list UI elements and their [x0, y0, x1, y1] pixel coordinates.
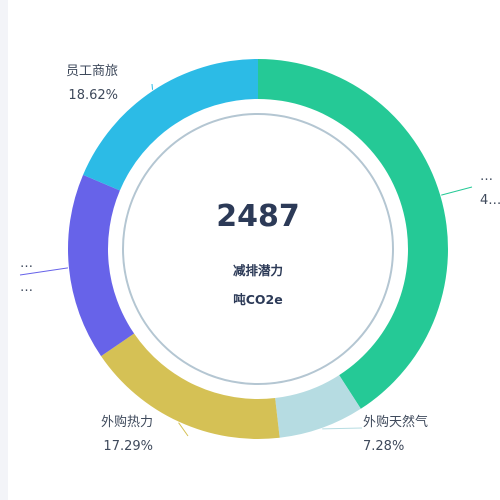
donut-slice-1[interactable]	[258, 59, 449, 409]
center-total-value: 2487	[216, 199, 300, 234]
slice-labels: … 4… 外购天然气 7.28% 外购热力 17.29% … … 员工商旅 18.62%	[19, 64, 500, 454]
slice-name-label-3: 外购热力	[101, 414, 153, 430]
slice-percent-label-3: 17.29%	[103, 439, 153, 454]
center-label: 减排潜力	[233, 263, 283, 278]
leader-line-3	[178, 422, 189, 437]
donut-slice-2[interactable]	[275, 375, 361, 438]
slice-percent-label-4: …	[20, 280, 33, 295]
slice-name-label-5: 员工商旅	[66, 64, 118, 79]
donut-slice-4[interactable]	[67, 174, 135, 357]
donut-slice-3[interactable]	[101, 333, 280, 440]
slice-percent-label-2: 7.28%	[363, 439, 404, 454]
leader-line-5	[151, 83, 154, 90]
donut-slices	[67, 59, 449, 440]
leader-line-1	[441, 186, 473, 196]
leader-line-2	[322, 427, 363, 430]
leader-line-4	[19, 267, 69, 276]
slice-name-label-2: 外购天然气	[363, 414, 428, 430]
slice-name-label-1: …	[480, 169, 493, 184]
left-panel-strip	[0, 0, 8, 500]
slice-percent-label-1: 4…	[480, 193, 500, 208]
inner-ring-circle	[122, 113, 394, 385]
center-unit: 吨CO2e	[233, 292, 282, 307]
slice-name-label-4: …	[20, 256, 33, 271]
donut-slice-5[interactable]	[83, 59, 258, 191]
slice-percent-label-5: 18.62%	[68, 88, 118, 103]
